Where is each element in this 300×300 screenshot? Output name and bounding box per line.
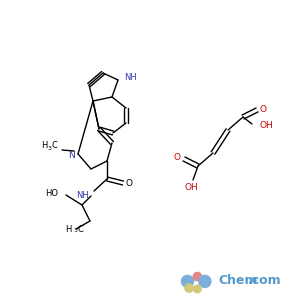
Text: OH: OH bbox=[260, 122, 274, 130]
Circle shape bbox=[194, 285, 201, 293]
Circle shape bbox=[199, 275, 211, 287]
Text: C: C bbox=[78, 224, 84, 233]
Circle shape bbox=[182, 275, 194, 287]
Text: O: O bbox=[173, 152, 181, 161]
Text: O: O bbox=[260, 104, 266, 113]
Text: HO: HO bbox=[45, 188, 58, 197]
Text: NH: NH bbox=[76, 190, 89, 200]
Text: H: H bbox=[40, 142, 47, 151]
Text: .com: .com bbox=[248, 274, 282, 286]
Text: NH: NH bbox=[124, 73, 137, 82]
Text: Chem: Chem bbox=[218, 274, 257, 286]
Text: N: N bbox=[68, 151, 75, 160]
Text: H: H bbox=[66, 224, 72, 233]
Text: 3: 3 bbox=[74, 229, 78, 233]
Text: OH: OH bbox=[184, 184, 198, 193]
Circle shape bbox=[185, 284, 193, 292]
Text: O: O bbox=[125, 178, 133, 188]
Text: C: C bbox=[52, 142, 58, 151]
Circle shape bbox=[193, 272, 202, 281]
Text: 3: 3 bbox=[48, 146, 52, 151]
